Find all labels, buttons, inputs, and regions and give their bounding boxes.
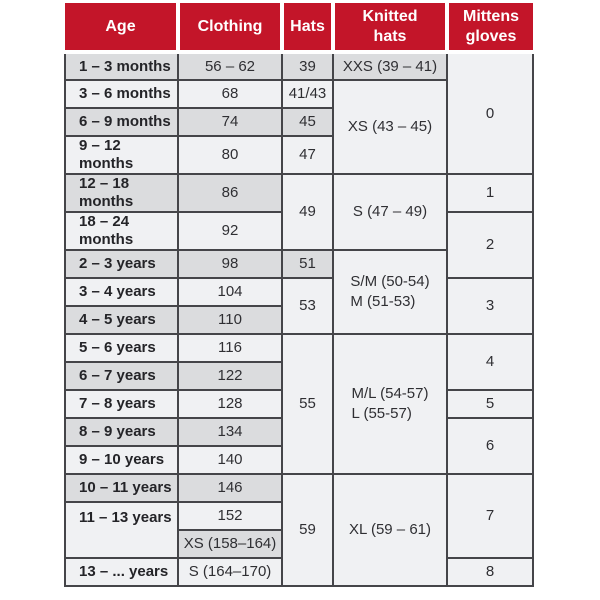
age-cell: 3 – 4 years (64, 277, 179, 307)
hats-cell: 55 (281, 333, 334, 475)
clothing-cell: 92 (177, 211, 283, 251)
clothing-cell: 128 (177, 389, 283, 419)
hats-cell: 47 (281, 135, 334, 175)
mittens-gloves-cell: 1 (446, 173, 534, 213)
knitted-hats-cell: XXS (39 – 41) (332, 51, 448, 81)
hats-cell: 45 (281, 107, 334, 137)
table-row: 12 – 18 months 86 49 S (47 – 49) 1 (64, 173, 534, 251)
clothing-cell: 74 (177, 107, 283, 137)
table-row: 8 – 9 years 134 6 (64, 417, 534, 475)
table-row: 18 – 24 months 92 2 (64, 211, 534, 279)
mittens-gloves-cell: 0 (446, 51, 534, 175)
clothing-cell: XS (158–164) (177, 529, 283, 559)
age-cell: 10 – 11 years (64, 473, 179, 503)
column-header-age: Age (65, 3, 178, 54)
clothing-cell: S (164–170) (177, 557, 283, 587)
mittens-gloves-cell: 8 (446, 557, 534, 587)
table-row: 7 – 8 years 128 5 (64, 389, 534, 419)
knitted-hats-cell: XS (43 – 45) (332, 79, 448, 175)
hats-cell: 53 (281, 277, 334, 335)
table-body: 1 – 3 months 56 – 62 39 XXS (39 – 41) 0 … (64, 51, 534, 587)
table-row: 13 – ... years S (164–170) 8 (64, 557, 534, 587)
age-cell: 9 – 10 years (64, 445, 179, 475)
column-header-hats: Hats (280, 3, 333, 54)
clothing-cell: 122 (177, 361, 283, 391)
age-cell: 12 – 18 months (64, 173, 179, 213)
column-header-clothing: Clothing (176, 3, 282, 54)
clothing-cell: 86 (177, 173, 283, 213)
age-cell: 6 – 9 months (64, 107, 179, 137)
table-row: 3 – 4 years 104 53 3 (64, 277, 534, 335)
age-cell: 7 – 8 years (64, 389, 179, 419)
table-row: 2 – 3 years 98 51 S/M (50-54) M (51-53) (64, 249, 533, 335)
knitted-hats-text: M/L (54-57) L (55-57) (351, 384, 429, 422)
age-cell: 5 – 6 years (64, 333, 179, 363)
table-row: 6 – 7 years 122 (64, 361, 533, 391)
clothing-cell: 104 (177, 277, 283, 307)
table-row: 11 – 13 years 152 (64, 501, 533, 559)
hats-cell: 51 (281, 249, 334, 279)
clothing-cell: 110 (177, 305, 283, 335)
column-header-knitted-hats: Knitted hats (331, 3, 447, 54)
knitted-hats-cell: M/L (54-57) L (55-57) (332, 333, 448, 475)
age-cell: 8 – 9 years (64, 417, 179, 447)
table-row: 9 – 10 years 140 (64, 445, 533, 475)
mittens-gloves-cell: 3 (446, 277, 534, 335)
clothing-cell: 80 (177, 135, 283, 175)
header-row: Age Clothing Hats Knitted hats Mittens g… (65, 3, 533, 54)
age-cell: 9 – 12 months (64, 135, 179, 175)
table-row: 10 – 11 years 146 59 XL (59 – 61) 7 (64, 473, 534, 587)
table-row: 3 – 6 months 68 41/43 XS (43 – 45) (64, 79, 533, 175)
table-row: 1 – 3 months 56 – 62 39 XXS (39 – 41) 0 (64, 51, 534, 175)
knitted-hats-cell: XL (59 – 61) (332, 473, 448, 587)
clothing-cell: 116 (177, 333, 283, 363)
age-cell: 13 – ... years (64, 557, 179, 587)
age-cell: 1 – 3 months (64, 51, 179, 81)
age-cell: 3 – 6 months (64, 79, 179, 109)
table-header: Age Clothing Hats Knitted hats Mittens g… (65, 3, 533, 54)
hats-cell: 59 (281, 473, 334, 587)
mittens-gloves-cell: 6 (446, 417, 534, 475)
mittens-gloves-cell: 5 (446, 389, 534, 419)
clothing-cell: 134 (177, 417, 283, 447)
table-row: 9 – 12 months 80 47 (64, 135, 533, 175)
age-cell: 18 – 24 months (64, 211, 179, 251)
clothing-cell: 152 (177, 501, 283, 531)
table-row: 5 – 6 years 116 55 M/L (54-57) L (55-57)… (64, 333, 534, 475)
hats-cell: 49 (281, 173, 334, 251)
clothing-cell: 140 (177, 445, 283, 475)
hats-cell: 39 (281, 51, 334, 81)
clothing-cell: 56 – 62 (177, 51, 283, 81)
size-chart-table: Age Clothing Hats Knitted hats Mittens g… (64, 3, 534, 587)
clothing-cell: 68 (177, 79, 283, 109)
hats-cell: 41/43 (281, 79, 334, 109)
knitted-hats-cell: S/M (50-54) M (51-53) (332, 249, 448, 335)
mittens-gloves-cell: 4 (446, 333, 534, 391)
mittens-gloves-cell: 7 (446, 473, 534, 559)
knitted-hats-text: S/M (50-54) M (51-53) (350, 272, 430, 310)
clothing-cell: 98 (177, 249, 283, 279)
age-cell: 2 – 3 years (64, 249, 179, 279)
table-row: 4 – 5 years 110 (64, 305, 533, 335)
clothing-cell: 146 (177, 473, 283, 503)
age-cell: 4 – 5 years (64, 305, 179, 335)
mittens-gloves-cell: 2 (446, 211, 534, 279)
age-cell: 11 – 13 years (64, 501, 179, 559)
table-row: 6 – 9 months 74 45 (64, 107, 533, 137)
knitted-hats-cell: S (47 – 49) (332, 173, 448, 251)
column-header-mittens-gloves: Mittens gloves (445, 3, 533, 54)
table-row: XS (158–164) (65, 529, 533, 559)
age-cell: 6 – 7 years (64, 361, 179, 391)
